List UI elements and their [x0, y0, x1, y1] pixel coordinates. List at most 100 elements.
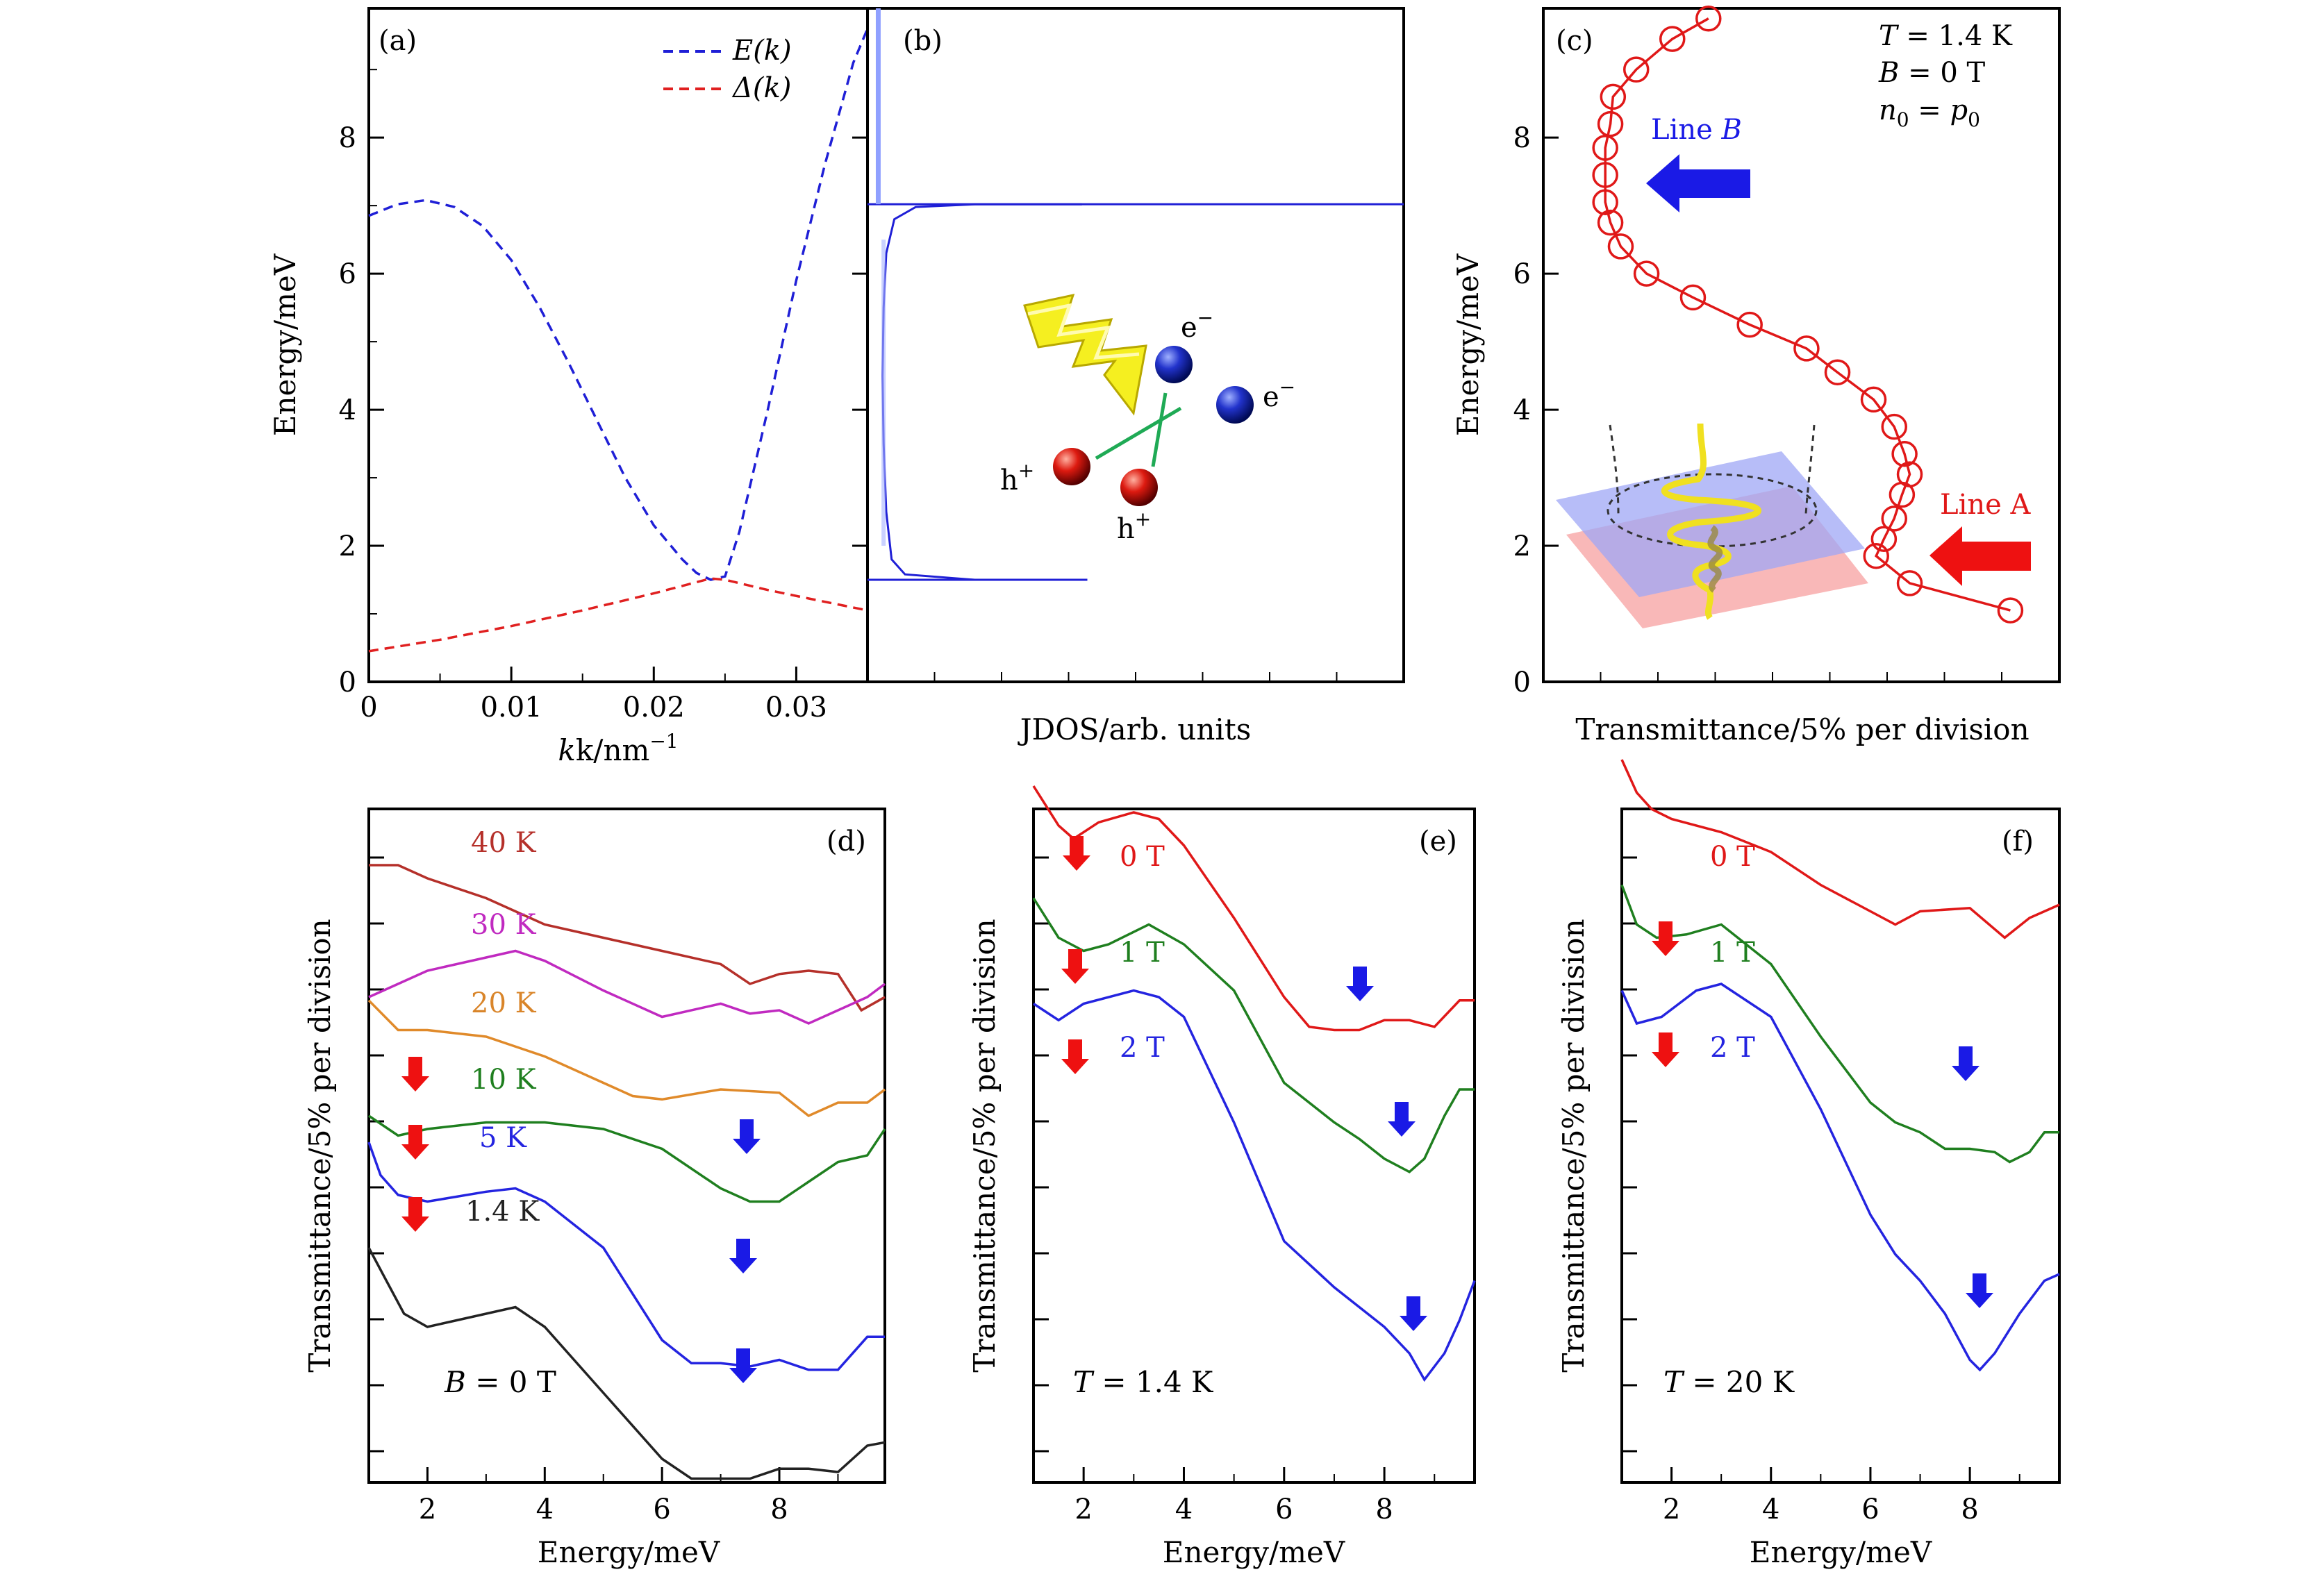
hole-2	[1120, 469, 1158, 506]
electron-2-text: e	[1263, 381, 1279, 413]
panel-e-label: (e)	[1419, 826, 1457, 858]
electron-1-label: e−	[1181, 306, 1213, 344]
panel-d-axes: 2 4 6 8	[369, 856, 839, 1525]
condition-density-p: p	[1950, 94, 1968, 126]
jdos-curve	[881, 203, 1082, 581]
panel-d: (d) 2 4 6 8 Transmittance/5% per division E…	[303, 808, 886, 1569]
curve-label-40k: 40 K	[471, 827, 537, 859]
arrow-down-red-icon	[1652, 921, 1679, 956]
quantum-well-illustration	[1556, 423, 1868, 628]
hole-1-text: h	[1000, 465, 1018, 496]
legend-d-arg: (k)	[753, 72, 791, 104]
panel-c-series	[1592, 5, 2024, 624]
hole-2-text: h	[1117, 513, 1135, 545]
panel-a-frame	[367, 7, 869, 683]
panel-f-annotation-val: = 20 K	[1683, 1365, 1795, 1399]
x-tick-label: 2	[419, 1494, 436, 1525]
legend-d-var: Δ	[731, 72, 753, 104]
data-point	[1597, 110, 1624, 137]
panel-a-label: (a)	[379, 25, 417, 57]
well-left-wall	[1609, 424, 1620, 515]
legend-d-label: Δ(k)	[731, 72, 791, 104]
condition-field: B = 0 T	[1878, 57, 1986, 89]
y-tick-label: 4	[339, 394, 356, 426]
curve-20k	[367, 999, 886, 1118]
curve-5k	[367, 1142, 885, 1371]
electron-1-text: e	[1181, 312, 1197, 344]
panel-d-annotation-var: B	[444, 1365, 466, 1399]
arrow-down-blue-icon	[729, 1239, 757, 1273]
data-point	[1592, 189, 1618, 215]
arrow-down-red-icon	[1061, 949, 1089, 984]
x-tick-label: 8	[1375, 1494, 1393, 1525]
panel-a-x-axis-label: kk/nm−1	[558, 730, 678, 767]
curve-label-1p4k: 1.4 K	[465, 1196, 540, 1228]
curve-0t	[1620, 759, 2060, 939]
series-delta	[368, 577, 868, 653]
panel-a-y-axis-label: Energy/meV	[268, 253, 302, 436]
curve-10k	[368, 1114, 886, 1203]
data-point	[1889, 481, 1916, 508]
x-tick-label: 2	[1074, 1494, 1092, 1525]
line-b-var: B	[1721, 114, 1742, 146]
panel-b-label: (b)	[903, 25, 943, 57]
panel-f: (f) 2 4 6 8 Transmittance/5% per division E…	[1557, 759, 2061, 1569]
data-point	[1736, 311, 1763, 338]
curve-1t	[1032, 897, 1475, 1173]
panel-f-y-axis-label: Transmittance/5% per division	[1557, 919, 1591, 1372]
x-tick-label: 0.03	[765, 692, 827, 724]
lightning-icon	[1023, 293, 1147, 416]
data-point	[1881, 413, 1907, 440]
arrow-down-red-icon	[1061, 1039, 1089, 1074]
panel-a-x-axis: 0 0.01 0.02 0.03	[360, 667, 827, 724]
panel-e: (e) 2 4 6 8 Transmittance/5% per division E…	[968, 785, 1476, 1569]
panel-e-annotation-val: = 1.4 K	[1093, 1365, 1214, 1399]
curve-1t	[1620, 884, 2059, 1164]
panel-b-series	[868, 8, 1404, 682]
panel-a-x-axis-label-text: k/nm	[576, 733, 649, 767]
transmittance-line	[1604, 17, 2011, 612]
panel-e-markers	[1061, 836, 1427, 1331]
y-tick-label: 8	[339, 122, 356, 154]
panel-c-frame	[1542, 7, 2061, 683]
well-right-wall	[1804, 424, 1816, 515]
electron-1-sup: −	[1197, 306, 1213, 329]
x-tick-label: 0.02	[623, 692, 685, 724]
curve-label-f-2t: 2 T	[1710, 1032, 1755, 1064]
x-tick-label: 8	[770, 1494, 788, 1525]
panel-d-markers	[401, 1057, 761, 1383]
arrow-down-blue-icon	[1346, 967, 1374, 1001]
y-tick-label: 2	[339, 530, 356, 562]
curve-2t	[1620, 983, 2060, 1372]
panel-e-x-axis-label: Energy/meV	[1163, 1535, 1345, 1569]
curve-30k	[368, 949, 886, 1025]
curve-14k	[367, 1247, 886, 1480]
arrow-down-blue-icon	[729, 1348, 757, 1383]
panel-f-frame	[1620, 808, 2061, 1484]
panel-c: (c) 0 2 4 6 8 Energy/meV Transmittance/5% pe…	[1451, 5, 2061, 746]
y-tick-label: 8	[1513, 122, 1531, 154]
panel-d-y-axis-label: Transmittance/5% per division	[303, 919, 337, 1372]
x-tick-label: 4	[536, 1494, 554, 1525]
panel-e-axes: 2 4 6 8	[1034, 856, 1436, 1525]
data-point	[1695, 5, 1722, 32]
x-tick-label: 6	[1275, 1494, 1293, 1525]
panel-a-y-axis: 0 2 4 6 8	[339, 69, 868, 699]
panel-f-x-axis-label: Energy/meV	[1750, 1535, 1932, 1569]
panel-d-x-axis-label: Energy/meV	[538, 1535, 720, 1569]
arrow-down-blue-icon	[1952, 1046, 1979, 1081]
panel-e-frame	[1032, 808, 1476, 1484]
electron-2-label: e−	[1263, 376, 1295, 413]
condition-temperature-val: = 1.4 K	[1898, 20, 2013, 52]
panel-f-label: (f)	[2002, 826, 2034, 858]
condition-density: n0 = p0	[1879, 94, 1980, 131]
panel-f-annotation-var: T	[1663, 1365, 1685, 1399]
panel-f-axes: 2 4 6 8	[1622, 856, 2020, 1525]
panel-f-markers	[1652, 921, 1993, 1308]
hole-1-sup: +	[1018, 459, 1034, 482]
panel-b: (b) JDOS/arb. units e− e− h+ h+	[866, 7, 1405, 746]
x-tick-label: 2	[1663, 1494, 1680, 1525]
x-tick-label: 4	[1175, 1494, 1193, 1525]
hole-2-label: h+	[1117, 508, 1151, 545]
line-b-text: Line	[1651, 114, 1722, 146]
